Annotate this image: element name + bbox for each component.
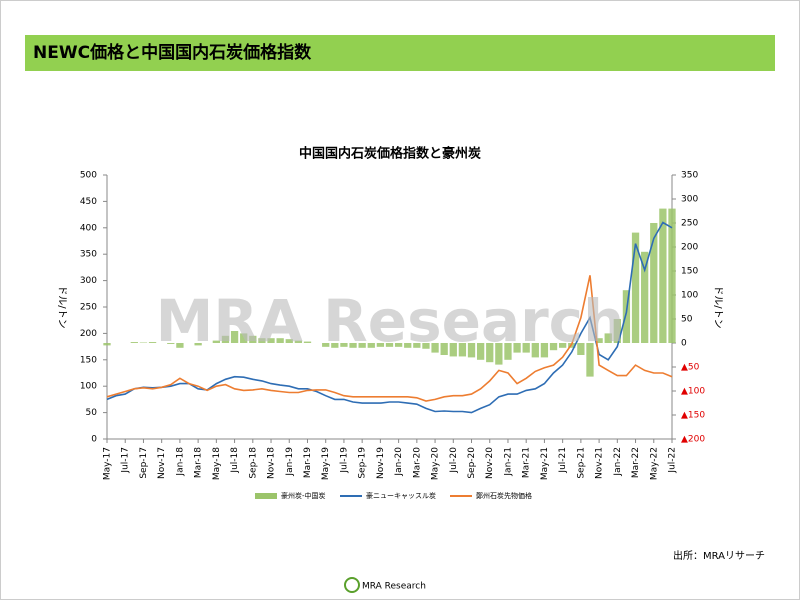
y-tick-label: 300 <box>80 276 97 286</box>
bar <box>659 209 666 343</box>
x-tick-label: Nov-17 <box>157 447 167 479</box>
x-tick-label: Sep-17 <box>139 447 149 479</box>
x-tick-label: Jul-21 <box>558 447 568 474</box>
y2-tick-label: ▲100 <box>681 387 705 397</box>
x-tick-label: Nov-21 <box>595 447 605 479</box>
y-tick-label: 0 <box>91 435 97 445</box>
x-tick-label: Nov-18 <box>267 447 277 479</box>
legend-label: 豪ニューキャッスル炭 <box>366 491 436 500</box>
y-tick-label: 50 <box>86 408 98 418</box>
x-tick-label: Jan-19 <box>285 447 295 477</box>
x-tick-label: May-22 <box>649 447 659 480</box>
y2-axis-title: ドル/トン <box>712 285 723 328</box>
x-tick-label: Jan-21 <box>503 447 513 477</box>
x-tick-label: Mar-18 <box>194 447 204 478</box>
legend-swatch <box>255 493 277 499</box>
y2-tick-label: 300 <box>681 195 698 205</box>
source: 出所：MRAリサーチ <box>673 549 765 562</box>
bar <box>668 209 675 343</box>
x-tick-label: Jul-22 <box>668 447 678 474</box>
x-tick-label: Nov-19 <box>376 447 386 479</box>
x-tick-label: Jan-22 <box>613 447 623 477</box>
x-tick-label: Mar-21 <box>522 447 532 478</box>
x-tick-label: Sep-20 <box>467 447 477 479</box>
x-tick-label: Mar-20 <box>412 447 422 478</box>
x-tick-label: May-18 <box>212 447 222 480</box>
y2-tick-label: ▲200 <box>681 435 705 445</box>
x-tick-label: May-20 <box>431 447 441 480</box>
x-tick-label: Mar-22 <box>631 447 641 478</box>
y-tick-label: 150 <box>80 355 97 365</box>
chart-title: 中国国内石炭価格指数と豪州炭 <box>299 146 481 162</box>
x-tick-label: Jan-18 <box>175 447 185 477</box>
legend-label: 鄭州石炭先物価格 <box>476 491 532 500</box>
watermark: MRA Research <box>156 287 625 355</box>
y2-tick-label: 150 <box>681 267 698 277</box>
x-tick-label: Sep-18 <box>248 447 258 479</box>
x-tick-label: May-19 <box>321 447 331 480</box>
header-title: NEWC価格と中国国内石炭価格指数 <box>33 42 312 63</box>
x-tick-label: Sep-21 <box>576 447 586 479</box>
y2-tick-label: ▲50 <box>681 363 700 373</box>
y-tick-label: 100 <box>80 382 97 392</box>
x-tick-label: Sep-19 <box>358 447 368 479</box>
x-tick-label: Nov-20 <box>485 447 495 479</box>
y2-tick-label: 0 <box>681 339 687 349</box>
bar <box>131 342 138 343</box>
y-axis-title: ドル/トン <box>56 285 67 328</box>
x-tick-label: Jul-20 <box>449 447 459 474</box>
footer-logo: MRA Research <box>362 582 426 592</box>
y-tick-label: 200 <box>80 329 97 339</box>
y-tick-label: 350 <box>80 250 97 260</box>
y-tick-label: 400 <box>80 223 97 233</box>
y2-tick-label: 350 <box>681 171 698 181</box>
x-tick-label: Jan-20 <box>394 447 404 477</box>
y2-tick-label: 200 <box>681 243 698 253</box>
x-tick-label: May-21 <box>540 447 550 480</box>
y-tick-label: 500 <box>80 171 97 181</box>
bar <box>641 252 648 343</box>
y2-tick-label: 250 <box>681 219 698 229</box>
y-tick-label: 450 <box>80 197 97 207</box>
x-tick-label: Jul-19 <box>339 447 349 474</box>
y2-tick-label: ▲150 <box>681 411 705 421</box>
x-tick-label: Mar-19 <box>303 447 313 478</box>
y2-tick-label: 100 <box>681 291 698 301</box>
x-tick-label: Jul-18 <box>230 447 240 474</box>
bar <box>103 343 110 345</box>
y-tick-label: 250 <box>80 303 97 313</box>
x-tick-label: Jul-17 <box>121 447 131 474</box>
legend-label: 豪州炭-中国炭 <box>281 491 326 500</box>
y2-tick-label: 50 <box>681 315 693 325</box>
x-tick-label: May-17 <box>103 447 113 480</box>
